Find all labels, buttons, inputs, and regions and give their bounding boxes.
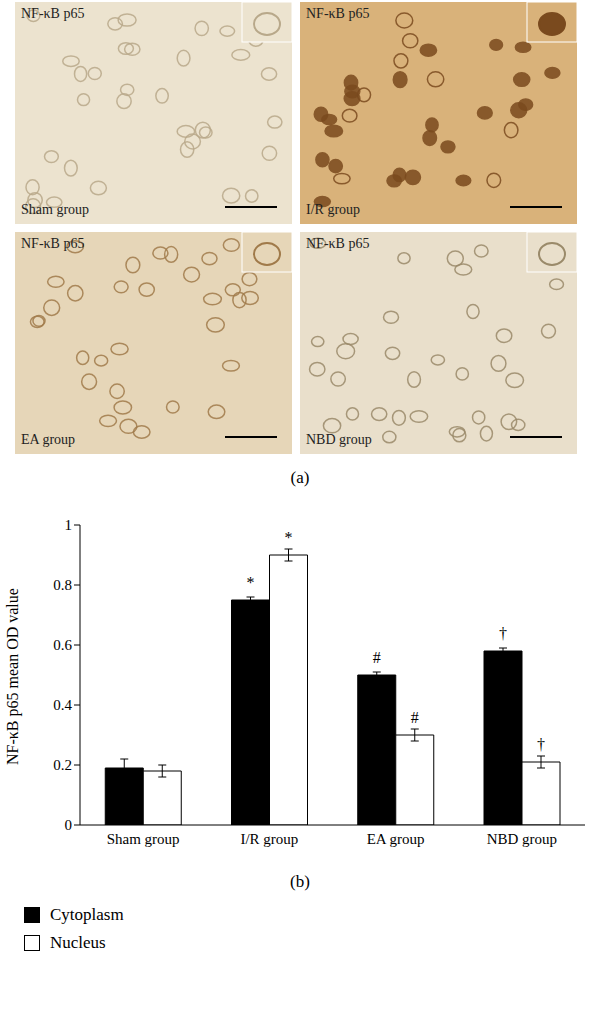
svg-text:1: 1 <box>65 517 73 533</box>
svg-text:NF-κB p65 mean OD value: NF-κB p65 mean OD value <box>4 588 22 765</box>
svg-text:0.2: 0.2 <box>53 757 72 773</box>
html-text:EA group: EA group <box>21 432 76 447</box>
svg-text:#: # <box>411 709 419 726</box>
html-text:(a): (a) <box>290 468 310 487</box>
svg-text:0: 0 <box>65 817 73 833</box>
svg-text:†: † <box>499 625 507 642</box>
html-text:(b): (b) <box>290 872 310 891</box>
svg-text:0.4: 0.4 <box>53 697 72 713</box>
html-text:I/R group: I/R group <box>306 202 361 217</box>
svg-text:†: † <box>537 736 545 753</box>
html-text:NF-κB p65: NF-κB p65 <box>21 236 85 251</box>
html-text:Nucleus: Nucleus <box>50 933 106 952</box>
html-text:NF-κB p65: NF-κB p65 <box>21 6 85 21</box>
svg-text:*: * <box>247 574 255 591</box>
svg-text:EA group: EA group <box>367 831 425 847</box>
html-text:Sham group: Sham group <box>21 202 90 217</box>
svg-text:NBD group: NBD group <box>487 831 557 847</box>
svg-text:0.8: 0.8 <box>53 577 72 593</box>
html-text:Cytoplasm: Cytoplasm <box>50 905 124 924</box>
svg-text:I/R group: I/R group <box>240 831 298 847</box>
svg-text:0.6: 0.6 <box>53 637 72 653</box>
svg-text:#: # <box>373 649 381 666</box>
svg-text:*: * <box>285 529 293 546</box>
html-text:NF-κB p65: NF-κB p65 <box>306 236 370 251</box>
svg-text:Sham group: Sham group <box>107 831 180 847</box>
html-text:NF-κB p65: NF-κB p65 <box>306 6 370 21</box>
html-text:NBD group: NBD group <box>306 432 372 447</box>
